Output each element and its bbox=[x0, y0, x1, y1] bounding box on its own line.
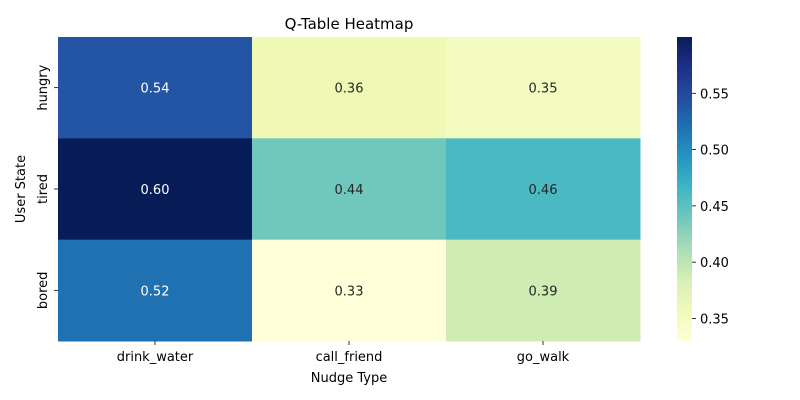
heatmap-cell bbox=[446, 37, 641, 139]
heatmap-cell bbox=[58, 138, 253, 241]
colorbar-tick-label: 0.45 bbox=[700, 200, 729, 215]
cell-value-label: 0.52 bbox=[141, 284, 170, 299]
y-axis: hungry tired bored bbox=[36, 64, 58, 309]
heatmap-cell bbox=[58, 239, 253, 342]
colorbar-gradient bbox=[677, 37, 692, 341]
y-tick-label: tired bbox=[36, 174, 51, 204]
cell-value-label: 0.54 bbox=[141, 82, 170, 97]
heatmap-cell bbox=[446, 138, 641, 241]
cell-value-label: 0.36 bbox=[335, 82, 364, 97]
colorbar: 0.35 0.40 0.45 0.50 0.55 bbox=[677, 37, 729, 341]
heatmap-cell bbox=[446, 239, 641, 342]
colorbar-tick-label: 0.40 bbox=[700, 256, 729, 271]
x-tick-label: drink_water bbox=[117, 350, 194, 365]
x-axis: drink_water call_friend go_walk bbox=[117, 341, 570, 365]
cell-value-label: 0.44 bbox=[335, 183, 364, 198]
colorbar-tick-label: 0.50 bbox=[700, 144, 729, 159]
heatmap-cells: 0.54 0.36 0.35 0.60 0.44 0.46 0.52 0.33 0.39 bbox=[58, 37, 641, 342]
heatmap-cell bbox=[252, 239, 447, 342]
cell-value-label: 0.33 bbox=[335, 284, 364, 299]
heatmap-cell bbox=[58, 37, 253, 139]
cell-value-label: 0.60 bbox=[141, 183, 170, 198]
x-tick-label: go_walk bbox=[517, 350, 570, 365]
colorbar-tick-label: 0.55 bbox=[700, 87, 729, 102]
colorbar-tick-label: 0.35 bbox=[700, 312, 729, 327]
y-tick-label: hungry bbox=[36, 64, 51, 110]
y-axis-label: User State bbox=[14, 155, 29, 223]
cell-value-label: 0.46 bbox=[529, 183, 558, 198]
chart-title: Q-Table Heatmap bbox=[285, 15, 414, 33]
cell-value-label: 0.39 bbox=[529, 284, 558, 299]
heatmap-cell bbox=[252, 37, 447, 139]
x-axis-label: Nudge Type bbox=[311, 371, 387, 386]
cell-value-label: 0.35 bbox=[529, 82, 558, 97]
x-tick-label: call_friend bbox=[316, 350, 383, 365]
y-tick-label: bored bbox=[36, 272, 51, 310]
colorbar-ticks: 0.35 0.40 0.45 0.50 0.55 bbox=[692, 87, 729, 327]
heatmap-cell bbox=[252, 138, 447, 241]
